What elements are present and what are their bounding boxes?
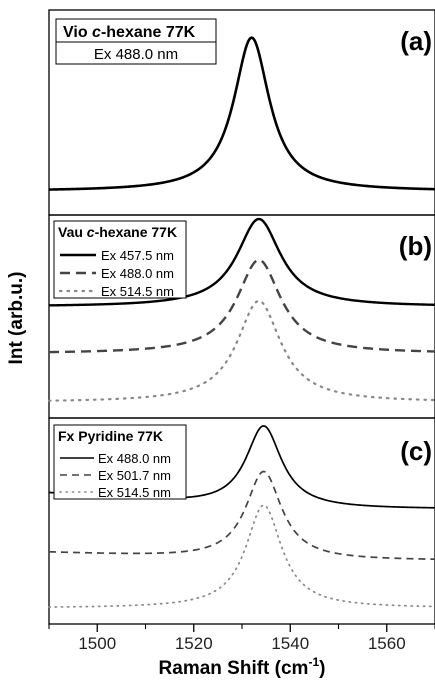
panel-b-letter: (b): [399, 231, 432, 261]
panel-b-legend-box: [53, 220, 187, 299]
panel-b-legend-entry-1: Ex 457.5 nm: [101, 248, 174, 263]
panel-a-curves: [48, 36, 435, 191]
panel-b-curves: [47, 217, 435, 402]
panel-c-legend-entry-3: Ex 514.5 nm: [98, 485, 171, 500]
panel-a-series-1-line: [48, 36, 435, 191]
panel-c-legend-box: [53, 424, 187, 500]
x-tick-label-1560: 1560: [368, 634, 406, 653]
x-tick-label-1540: 1540: [271, 634, 309, 653]
panel-c-legend-entry-1: Ex 488.0 nm: [98, 451, 171, 466]
panel-b-series-1-line: [48, 217, 435, 307]
panel-c-legend-title: Fx Pyridine 77K: [58, 428, 163, 444]
panel-b-legend-entry-2: Ex 488.0 nm: [101, 266, 174, 281]
panel-c-letter: (c): [400, 436, 432, 466]
panel-c-series-3-line: [48, 504, 435, 608]
panel-b-legend-entry-3: Ex 514.5 nm: [101, 284, 174, 299]
panel-a-letter: (a): [400, 26, 432, 56]
y-axis-title: Int (arb.u.): [6, 272, 27, 365]
panel-b-legend-title: Vau c-hexane 77K: [58, 224, 177, 240]
panel-c-series-2-line: [48, 470, 435, 561]
x-tick-label-1500: 1500: [78, 634, 116, 653]
panel-a-legend: Vio c-hexane 77K Ex 488.0 nm: [55, 18, 217, 65]
panel-a-legend-title: Vio c-hexane 77K: [63, 24, 196, 41]
x-axis-tick-labels: 1500 1520 1540 1560: [78, 634, 405, 653]
panel-a-legend-entry: Ex 488.0 nm: [94, 46, 178, 63]
panel-c-legend: Fx Pyridine 77K Ex 488.0 nm Ex 501.7 nm …: [53, 424, 187, 500]
panel-b-series-2-line: [48, 258, 435, 354]
x-axis-title: Raman Shift (cm-1): [159, 655, 326, 679]
panel-b-legend: Vau c-hexane 77K Ex 457.5 nm Ex 488.0 nm…: [53, 220, 187, 299]
x-tick-label-1520: 1520: [175, 634, 213, 653]
panel-c-legend-entry-2: Ex 501.7 nm: [98, 468, 171, 483]
x-axis-ticks: [48, 624, 435, 632]
